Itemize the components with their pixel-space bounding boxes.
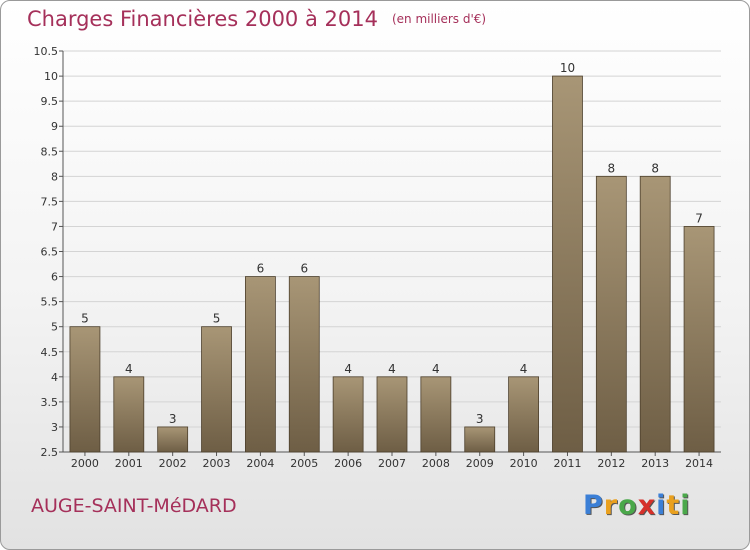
y-tick-label: 4.5 (41, 346, 59, 359)
bar (288, 276, 320, 453)
data-label: 4 (344, 362, 352, 376)
x-tick-label: 2006 (334, 457, 362, 470)
chart-title-main: Charges Financières 2000 à 2014 (27, 7, 378, 31)
y-tick-label: 9.5 (41, 95, 59, 108)
bar (683, 226, 715, 453)
logo-letter: r (603, 490, 619, 521)
y-tick-label: 5 (51, 321, 58, 334)
data-label: 6 (300, 262, 308, 276)
bar (595, 175, 627, 453)
y-tick-label: 10.5 (34, 45, 59, 58)
x-tick-label: 2007 (378, 457, 406, 470)
y-tick-label: 3.5 (41, 396, 59, 409)
y-tick-label: 3 (51, 421, 58, 434)
y-tick-label: 4 (51, 371, 58, 384)
bar (508, 376, 540, 453)
data-label: 6 (257, 262, 265, 276)
logo-letter: o (618, 490, 638, 521)
y-tick-label: 10 (44, 70, 58, 83)
bar (420, 376, 452, 453)
data-label: 3 (476, 412, 484, 426)
logo-letter: i (680, 490, 691, 521)
logo-letter: x (637, 490, 657, 521)
data-label: 4 (520, 362, 528, 376)
y-tick-label: 6 (51, 271, 58, 284)
bar (639, 175, 671, 453)
y-tick-label: 5.5 (41, 296, 59, 309)
data-label: 5 (213, 312, 221, 326)
y-tick-label: 7 (51, 220, 58, 233)
bar (201, 326, 232, 453)
y-tick-label: 2.5 (41, 446, 59, 459)
data-label: 8 (651, 161, 659, 175)
data-labels: 5 4 3 5 6 6 4 4 4 3 4 10 8 8 7 (81, 61, 703, 426)
data-label: 3 (169, 412, 177, 426)
bar (376, 376, 408, 453)
bar (464, 426, 496, 453)
chart-title: Charges Financières 2000 à 2014 (en milli… (27, 7, 486, 31)
x-tick-label: 2012 (597, 457, 625, 470)
x-tick-label: 2008 (422, 457, 450, 470)
x-tick-labels: 2000 2001 2002 2003 2004 2005 2006 2007 2008 2009… (71, 457, 713, 470)
data-label: 10 (560, 61, 575, 75)
y-tick-label: 8.5 (41, 145, 59, 158)
proxiti-logo: Proxiti (583, 490, 691, 521)
x-tick-label: 2001 (115, 457, 143, 470)
logo-letter: t (666, 490, 681, 521)
x-tick-label: 2009 (466, 457, 494, 470)
bar (69, 326, 101, 453)
x-tick-label: 2003 (203, 457, 231, 470)
data-label: 7 (695, 211, 703, 225)
data-label: 4 (125, 362, 133, 376)
y-tick-label: 9 (51, 120, 58, 133)
bar (157, 426, 189, 453)
bar (552, 75, 583, 453)
x-tick-label: 2011 (553, 457, 581, 470)
data-label: 5 (81, 312, 89, 326)
logo-letter: i (656, 490, 667, 521)
bar (244, 276, 276, 453)
data-label: 4 (388, 362, 396, 376)
x-tick-label: 2002 (159, 457, 187, 470)
bar (332, 376, 364, 453)
data-label: 4 (432, 362, 440, 376)
chart-title-unit: (en milliers d'€) (391, 12, 487, 26)
commune-name: AUGE-SAINT-MéDARD (31, 495, 237, 517)
bars (69, 75, 715, 453)
bar (113, 376, 145, 453)
y-tick-label: 6.5 (41, 246, 59, 259)
y-tick-labels: 2.5 3 3.5 4 4.5 5 5.5 6 6.5 7 7.5 8 8.5 9 9.5 10 10.5 (34, 45, 59, 459)
data-label: 8 (608, 161, 616, 175)
x-tick-label: 2013 (641, 457, 669, 470)
x-tick-label: 2004 (246, 457, 274, 470)
y-tick-label: 8 (51, 170, 58, 183)
x-tick-label: 2014 (685, 457, 713, 470)
logo-letter: P (583, 490, 604, 521)
x-tick-label: 2005 (290, 457, 318, 470)
x-tick-label: 2000 (71, 457, 99, 470)
y-tick-label: 7.5 (41, 195, 59, 208)
x-tick-label: 2010 (510, 457, 538, 470)
